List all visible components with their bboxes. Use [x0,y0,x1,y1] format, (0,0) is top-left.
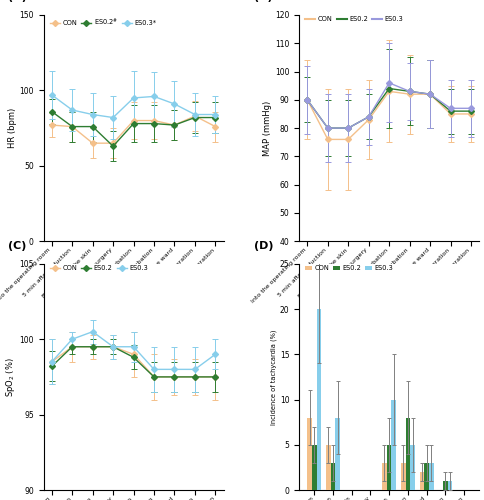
Bar [317,309,321,490]
Text: (D): (D) [254,241,273,251]
Legend: CON, ES0.2, ES0.3: CON, ES0.2, ES0.3 [302,14,406,25]
Bar [335,418,340,490]
Legend: CON, ES0.2$^{\#}$, ES0.3*: CON, ES0.2$^{\#}$, ES0.3* [47,14,159,30]
Bar [424,463,429,490]
Bar [312,445,317,490]
Bar [420,472,424,490]
Bar [307,418,312,490]
Bar [443,481,448,490]
Text: (C): (C) [8,241,26,251]
Bar [326,445,331,490]
Bar [331,463,335,490]
Y-axis label: Incidence of tachycardia (%): Incidence of tachycardia (%) [271,329,277,424]
Legend: CON, ES0.2, ES0.3: CON, ES0.2, ES0.3 [302,262,396,274]
Y-axis label: HR (bpm): HR (bpm) [8,108,16,148]
Bar [392,400,396,490]
Bar [387,445,392,490]
Bar [406,418,410,490]
Legend: CON, ES0.2, ES0.3: CON, ES0.2, ES0.3 [47,262,151,274]
Bar [410,445,415,490]
Bar [401,463,406,490]
Bar [382,463,387,490]
Y-axis label: SpO$_2$ (%): SpO$_2$ (%) [3,357,16,397]
Bar [429,463,434,490]
Y-axis label: MAP (mmHg): MAP (mmHg) [263,100,272,156]
Text: (B): (B) [254,0,273,2]
Bar [448,481,452,490]
Text: (A): (A) [8,0,27,2]
